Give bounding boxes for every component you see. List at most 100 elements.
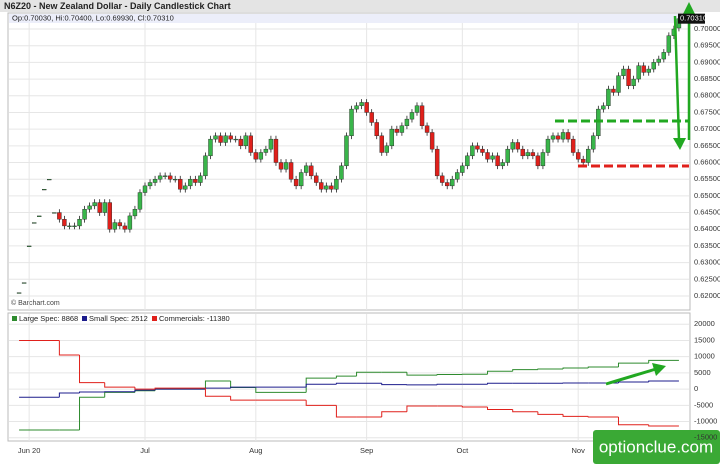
candle-body bbox=[193, 179, 197, 182]
legend-swatch bbox=[152, 316, 157, 321]
candle-body bbox=[173, 179, 177, 180]
x-tick-label: Oct bbox=[456, 446, 469, 455]
y-tick-label: 0 bbox=[694, 384, 698, 393]
candle-body bbox=[309, 166, 313, 176]
candle-body bbox=[274, 139, 278, 162]
candle-body bbox=[78, 219, 82, 226]
y-tick-label: 10000 bbox=[694, 352, 715, 361]
candle-body bbox=[319, 183, 323, 190]
candle-body bbox=[219, 136, 223, 143]
candle-body bbox=[234, 139, 238, 140]
candle-body bbox=[244, 136, 248, 146]
candle-body bbox=[304, 166, 308, 173]
candle-body bbox=[566, 132, 570, 139]
y-tick-label: 0.67500 bbox=[694, 107, 720, 116]
candle-body bbox=[561, 132, 565, 139]
candle-body bbox=[113, 223, 117, 230]
candle-body bbox=[450, 179, 454, 186]
x-tick-label: Aug bbox=[249, 446, 262, 455]
candle-body bbox=[405, 119, 409, 126]
candle-body bbox=[123, 226, 127, 229]
candle-body bbox=[27, 246, 31, 247]
y-tick-label: 0.63000 bbox=[694, 258, 720, 267]
y-tick-label: 20000 bbox=[694, 319, 715, 328]
candle-body bbox=[334, 179, 338, 189]
candle-body bbox=[249, 136, 253, 153]
candle-body bbox=[239, 139, 243, 146]
candle-body bbox=[208, 139, 212, 156]
y-tick-label: 0.64000 bbox=[694, 224, 720, 233]
candle-body bbox=[516, 142, 520, 149]
candle-body bbox=[475, 146, 479, 149]
legend-label: Small Spec: 2512 bbox=[89, 314, 148, 323]
candle-body bbox=[551, 136, 555, 139]
candle-body bbox=[339, 166, 343, 179]
candle-body bbox=[571, 139, 575, 152]
y-tick-label: 0.62000 bbox=[694, 291, 720, 300]
y-tick-label: -5000 bbox=[694, 400, 713, 409]
y-tick-label: 0.70000 bbox=[694, 24, 720, 33]
y-tick-label: 15000 bbox=[694, 335, 715, 344]
candle-body bbox=[586, 149, 590, 162]
candle-body bbox=[32, 223, 36, 224]
candle-body bbox=[511, 142, 515, 149]
candle-body bbox=[93, 203, 97, 206]
candle-body bbox=[133, 209, 137, 216]
candle-body bbox=[37, 216, 41, 217]
candle-body bbox=[546, 139, 550, 152]
candle-body bbox=[52, 213, 56, 214]
candle-body bbox=[214, 136, 218, 139]
candle-body bbox=[365, 102, 369, 112]
candle-body bbox=[622, 69, 626, 76]
candle-body bbox=[647, 69, 651, 72]
candle-body bbox=[480, 149, 484, 152]
y-tick-label: 0.64500 bbox=[694, 208, 720, 217]
candle-body bbox=[521, 149, 525, 156]
candle-body bbox=[198, 176, 202, 183]
y-tick-label: -10000 bbox=[694, 417, 717, 426]
candle-body bbox=[460, 166, 464, 173]
candle-body bbox=[344, 136, 348, 166]
candle-body bbox=[576, 152, 580, 159]
y-tick-label: 0.69000 bbox=[694, 57, 720, 66]
candle-body bbox=[178, 179, 182, 189]
candle-body bbox=[616, 76, 620, 93]
legend-swatch bbox=[82, 316, 87, 321]
candle-body bbox=[279, 163, 283, 170]
candle-body bbox=[163, 176, 167, 177]
candle-body bbox=[652, 62, 656, 69]
candle-body bbox=[531, 152, 535, 155]
x-tick-label: Nov bbox=[572, 446, 586, 455]
candle-body bbox=[224, 136, 228, 143]
candle-body bbox=[501, 163, 505, 166]
candle-body bbox=[541, 152, 545, 165]
candle-body bbox=[496, 156, 500, 166]
candle-body bbox=[143, 186, 147, 193]
candle-body bbox=[17, 293, 21, 294]
y-tick-label: 0.66000 bbox=[694, 157, 720, 166]
candle-body bbox=[400, 126, 404, 133]
candle-body bbox=[153, 179, 157, 182]
candle-body bbox=[667, 36, 671, 53]
candle-body bbox=[314, 176, 318, 183]
y-tick-label: 0.68500 bbox=[694, 74, 720, 83]
candle-body bbox=[486, 152, 490, 159]
candle-body bbox=[264, 149, 268, 152]
candle-body bbox=[611, 89, 615, 92]
candle-body bbox=[22, 283, 26, 284]
candle-body bbox=[360, 102, 364, 105]
candle-body bbox=[390, 129, 394, 146]
candle-body bbox=[128, 216, 132, 229]
candle-body bbox=[420, 106, 424, 126]
last-price-label: 0.70310 bbox=[680, 14, 707, 23]
candle-body bbox=[269, 139, 273, 149]
candle-body bbox=[425, 126, 429, 133]
candle-body bbox=[410, 112, 414, 119]
y-tick-label: 5000 bbox=[694, 368, 711, 377]
candle-body bbox=[536, 156, 540, 166]
candle-body bbox=[67, 226, 71, 227]
candle-body bbox=[229, 136, 233, 139]
